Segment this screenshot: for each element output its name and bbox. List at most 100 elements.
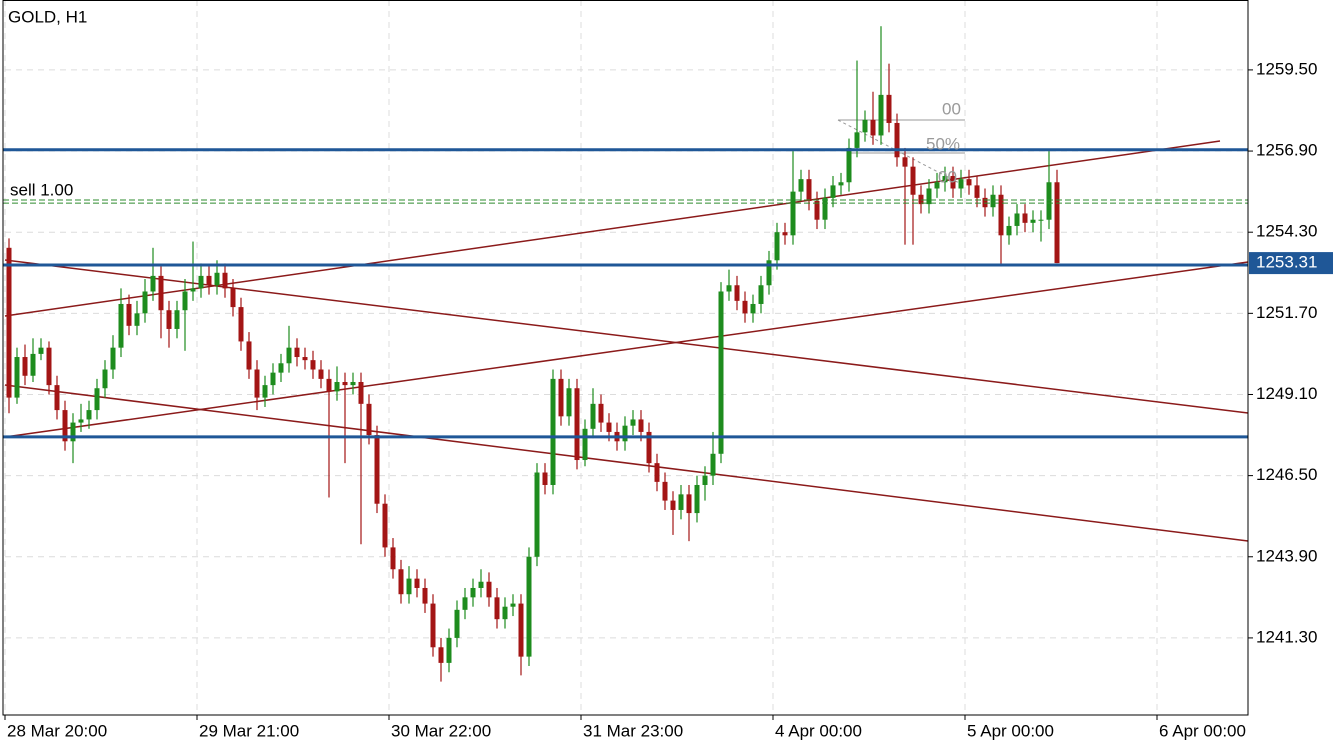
candle-body — [502, 606, 508, 620]
candle-body — [974, 185, 980, 198]
candle-body — [838, 182, 844, 186]
y-tick-label: 1246.50 — [1256, 465, 1317, 484]
chart-title: GOLD, H1 — [8, 7, 87, 26]
candle-body — [566, 388, 572, 417]
candle-body — [1046, 182, 1052, 220]
overlays: sell 1.00 00 50% 00 — [3, 99, 1248, 439]
candle-body — [910, 166, 916, 195]
candle-body — [662, 481, 668, 501]
candle-body — [6, 247, 12, 398]
candle-body — [22, 357, 28, 376]
candle-body — [94, 388, 100, 411]
candle-body — [86, 410, 92, 420]
candle-body — [686, 494, 692, 514]
candle-body — [542, 472, 548, 485]
candle-body — [638, 419, 644, 432]
candle-body — [822, 197, 828, 220]
candle-body — [318, 369, 324, 379]
candle-body — [238, 307, 244, 342]
candle-body — [790, 191, 796, 236]
candle-body — [798, 179, 804, 192]
trend-line — [4, 261, 1249, 438]
candle-body — [214, 272, 220, 286]
candle-body — [366, 403, 372, 436]
y-tick-label: 1243.90 — [1256, 546, 1317, 565]
candle-body — [222, 272, 228, 289]
candle-body — [766, 260, 772, 286]
candle-body — [1014, 213, 1020, 226]
candle-body — [422, 587, 428, 604]
candle-body — [254, 369, 260, 398]
candle-body — [46, 347, 52, 386]
candle-body — [54, 385, 60, 411]
candle-body — [750, 303, 756, 314]
candle-body — [246, 341, 252, 370]
candle-body — [142, 291, 148, 314]
candle-body — [398, 569, 404, 595]
x-tick-label: 30 Mar 22:00 — [391, 721, 491, 740]
candle-body — [206, 275, 212, 286]
fib-label: 00 — [942, 99, 961, 118]
candle-body — [726, 285, 732, 292]
candle-body — [630, 419, 636, 426]
candle-body — [462, 597, 468, 610]
x-tick-label: 28 Mar 20:00 — [7, 721, 107, 740]
candle-body — [606, 422, 612, 432]
candle-body — [894, 122, 900, 158]
candle-body — [326, 378, 332, 392]
candle-body — [414, 578, 420, 588]
candle-body — [310, 360, 316, 370]
candle-body — [302, 357, 308, 361]
candle-body — [870, 119, 876, 136]
candle-body — [270, 372, 276, 386]
y-tick-label: 1259.50 — [1256, 59, 1317, 78]
candle-body — [430, 603, 436, 648]
candle-body — [262, 385, 268, 398]
x-tick-label: 5 Apr 00:00 — [967, 721, 1054, 740]
candle-body — [438, 647, 444, 663]
candle-body — [478, 581, 484, 588]
candle-body — [518, 603, 524, 657]
candle-body — [582, 428, 588, 461]
candles — [6, 26, 1060, 682]
candle-body — [814, 200, 820, 220]
trend-lines — [4, 140, 1249, 542]
candle-body — [670, 500, 676, 510]
candle-body — [38, 347, 44, 354]
y-tick-label: 1251.70 — [1256, 303, 1317, 322]
candle-body — [622, 425, 628, 442]
candle-body — [30, 353, 36, 376]
candle-body — [286, 347, 292, 364]
candle-body — [830, 185, 836, 198]
x-tick-label: 4 Apr 00:00 — [775, 721, 862, 740]
candle-body — [1038, 219, 1044, 221]
candle-body — [574, 388, 580, 461]
fib-label: 50% — [926, 134, 960, 153]
candle-body — [150, 275, 156, 292]
candle-body — [990, 194, 996, 208]
candle-body — [358, 381, 364, 404]
candle-body — [110, 347, 116, 370]
candle-body — [14, 357, 20, 398]
candle-body — [646, 431, 652, 464]
last-price-box — [1249, 252, 1333, 275]
candle-body — [694, 484, 700, 514]
candle-body — [486, 581, 492, 598]
candle-body — [454, 609, 460, 638]
candle-body — [966, 179, 972, 186]
candle-body — [174, 310, 180, 329]
fibonacci — [837, 119, 966, 187]
candle-body — [190, 288, 196, 292]
candle-body — [70, 422, 76, 442]
y-tick-label: 1249.10 — [1256, 384, 1317, 403]
candle-body — [702, 475, 708, 485]
trend-line — [4, 384, 1249, 542]
candle-body — [198, 275, 204, 289]
candle-body — [294, 347, 300, 358]
candle-body — [406, 578, 412, 595]
x-tick-label: 29 Mar 21:00 — [199, 721, 299, 740]
candle-body — [62, 410, 68, 442]
candle-body — [886, 94, 892, 123]
